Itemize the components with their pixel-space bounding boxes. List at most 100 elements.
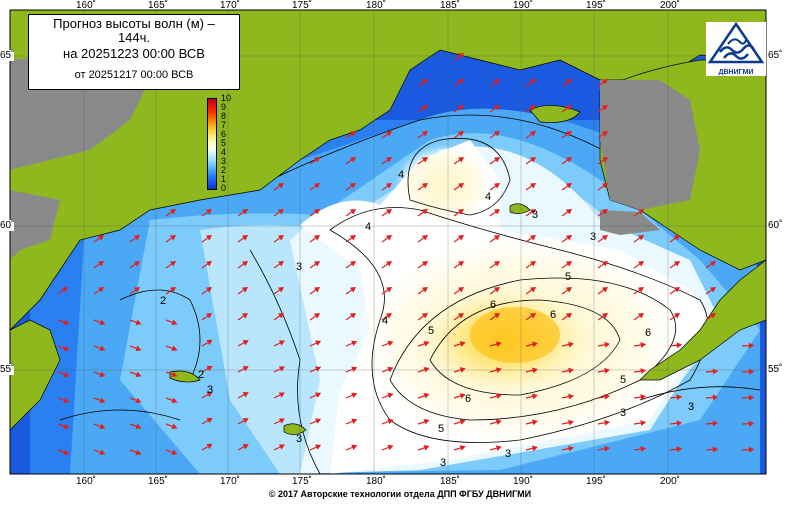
wave-arrow-head bbox=[565, 104, 573, 111]
wave-arrow-head bbox=[349, 312, 357, 319]
wave-arrow-head bbox=[493, 104, 501, 111]
wave-arrow-head bbox=[565, 78, 573, 85]
wave-arrow-head bbox=[278, 366, 285, 372]
wave-arrow-head bbox=[61, 286, 69, 293]
wave-arrow-head bbox=[676, 420, 683, 427]
wave-arrow-head bbox=[99, 397, 106, 404]
contour-label: 2 bbox=[160, 295, 166, 307]
wave-arrow-head bbox=[529, 234, 537, 241]
legend-tick: 10 bbox=[221, 93, 232, 103]
wave-arrow-head bbox=[748, 446, 755, 453]
wave-arrow-head bbox=[529, 130, 537, 137]
contour-labels: 4 4 4 3 3 3 3 3 3 3 3 2 2 3 5 5 5 5 6 6 bbox=[160, 169, 694, 469]
wave-arrow-head bbox=[495, 419, 502, 425]
wave-arrow-head bbox=[351, 340, 358, 347]
wave-arrow-head bbox=[673, 312, 681, 319]
wave-arrow-head bbox=[565, 234, 573, 241]
wave-arrow-head bbox=[493, 234, 501, 241]
contour-label: 5 bbox=[620, 374, 626, 386]
contour-label: 3 bbox=[296, 433, 302, 445]
map-border bbox=[9, 9, 767, 475]
wave-arrow-head bbox=[457, 312, 465, 319]
wave-arrow-head bbox=[712, 420, 719, 427]
wave-arrow-head bbox=[241, 260, 249, 267]
wave-arrow-head bbox=[206, 443, 213, 450]
logo-text: ДВНИГМИ bbox=[718, 69, 754, 76]
wave-arrow-head bbox=[349, 286, 357, 293]
wave-arrow-head bbox=[709, 260, 717, 267]
wave-arrow-head bbox=[601, 130, 609, 137]
wave-arrow-head bbox=[277, 182, 285, 189]
wave-arrow-head bbox=[351, 366, 358, 373]
wave-arrow-head bbox=[99, 423, 106, 430]
wave-arrow-head bbox=[748, 368, 755, 375]
wave-arrow-head bbox=[277, 286, 285, 293]
lon-label: 175˚ bbox=[292, 0, 313, 11]
wave-arrow-head bbox=[495, 341, 502, 347]
wave-arrow-head bbox=[568, 341, 574, 348]
contour-label: 4 bbox=[398, 169, 404, 181]
lat-label: 55˚ bbox=[0, 364, 15, 375]
wave-arrow-head bbox=[169, 208, 177, 215]
wave-arrow-head bbox=[242, 418, 249, 424]
wave-arrow-head bbox=[529, 286, 537, 293]
wave-arrow-head bbox=[673, 234, 681, 241]
wave-arrow-head bbox=[313, 260, 321, 267]
contour-label: 6 bbox=[645, 327, 651, 339]
wave-arrow-head bbox=[531, 393, 538, 400]
wave-arrow-head bbox=[349, 260, 357, 267]
legend-tick: 5 bbox=[221, 138, 227, 148]
contour-label: 3 bbox=[440, 457, 446, 469]
wave-arrow-head bbox=[277, 208, 285, 215]
lon-label: 170˚ bbox=[220, 476, 241, 487]
wave-arrow-head bbox=[457, 156, 465, 163]
wave-arrow-head bbox=[565, 208, 573, 215]
wave-arrow-head bbox=[135, 397, 142, 404]
wave-arrow-head bbox=[421, 182, 429, 189]
lon-label: 175˚ bbox=[292, 476, 313, 487]
wave-arrow-head bbox=[748, 420, 755, 427]
lon-label: 170˚ bbox=[220, 0, 241, 11]
wave-arrow-head bbox=[241, 312, 249, 319]
wave-arrow-head bbox=[387, 418, 394, 425]
wave-arrow-head bbox=[529, 182, 537, 189]
wave-arrow-head bbox=[206, 417, 213, 424]
lon-label: 200˚ bbox=[660, 0, 681, 11]
wave-arrow-head bbox=[529, 78, 537, 85]
wave-arrow-head bbox=[423, 340, 430, 347]
wave-arrow-head bbox=[349, 156, 357, 163]
wave-arrow-head bbox=[278, 340, 285, 346]
wave-arrow-head bbox=[241, 234, 249, 241]
wave-arrow-head bbox=[568, 393, 574, 400]
wave-arrow-head bbox=[349, 182, 357, 189]
wave-arrow-head bbox=[171, 423, 178, 430]
wave-arrow-head bbox=[63, 397, 70, 404]
wave-arrow-head bbox=[748, 394, 755, 401]
contour-label: 5 bbox=[428, 325, 434, 337]
wave-arrow-head bbox=[315, 392, 322, 398]
wave-arrow-head bbox=[604, 367, 611, 374]
legend-tick: 4 bbox=[221, 147, 227, 157]
wave-arrow-head bbox=[495, 445, 502, 451]
legend-tick: 0 bbox=[221, 183, 227, 193]
lon-label: 185˚ bbox=[440, 0, 461, 11]
legend-tick: 1 bbox=[221, 174, 227, 184]
wave-arrow-head bbox=[349, 234, 357, 241]
wave-arrow-head bbox=[457, 208, 465, 215]
lon-label: 165˚ bbox=[148, 476, 169, 487]
wave-arrow-head bbox=[242, 392, 249, 398]
wave-arrow-head bbox=[242, 340, 249, 346]
wave-arrow-head bbox=[457, 104, 465, 111]
legend-tick: 2 bbox=[221, 165, 227, 175]
wave-arrow-head bbox=[493, 260, 501, 267]
wave-arrow-head bbox=[135, 449, 142, 456]
wave-arrow-head bbox=[673, 286, 681, 293]
wave-arrow-head bbox=[601, 182, 609, 189]
copyright-footer: © 2017 Авторские технологии отдела ДПП Ф… bbox=[268, 489, 532, 499]
wave-arrow-head bbox=[565, 130, 573, 137]
wave-arrow-head bbox=[421, 156, 429, 163]
wave-arrow-head bbox=[676, 446, 683, 453]
wave-arrow-head bbox=[459, 367, 466, 373]
wave-arrow-head bbox=[529, 312, 537, 319]
contour-label: 3 bbox=[207, 384, 213, 396]
